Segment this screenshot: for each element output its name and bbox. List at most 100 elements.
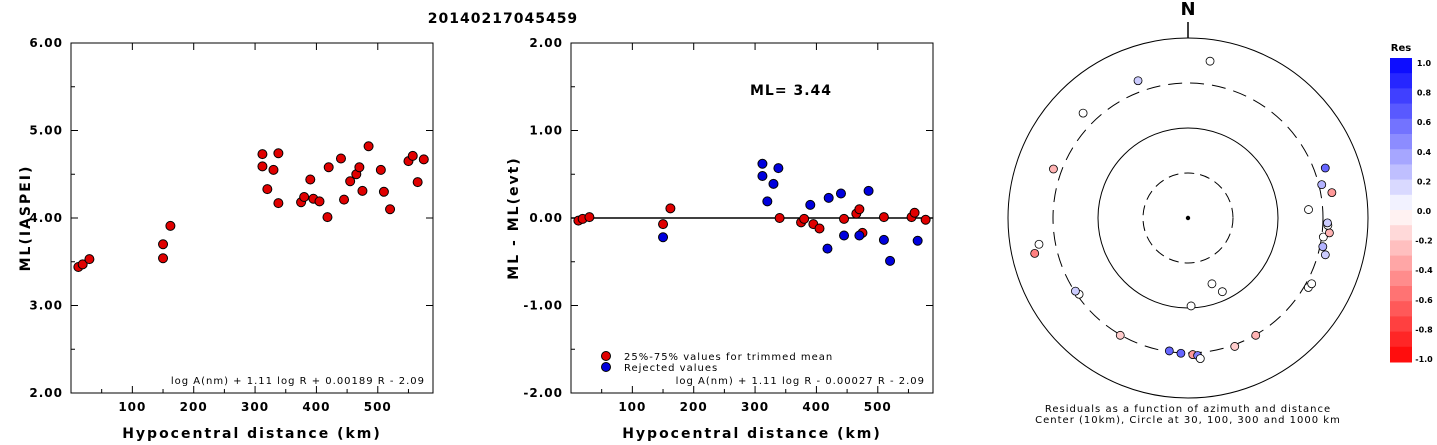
- trimmed-point: [878, 212, 889, 223]
- trimmed-point: [658, 219, 669, 230]
- y-axis-label: ML - ML(evt): [506, 156, 522, 279]
- station-point: [1133, 76, 1143, 86]
- rejected-point: [912, 235, 923, 246]
- colorbar-label: -0.2: [1415, 237, 1433, 246]
- azimuth-polar-chart: N Residuals as a function of azimuth and…: [1007, 0, 1369, 426]
- colorbar-cell: [1390, 103, 1412, 120]
- colorbar-cell: [1390, 286, 1412, 302]
- colorbar-cell: [1390, 240, 1412, 257]
- colorbar-cell: [1390, 270, 1412, 287]
- polar-caption-line2: Center (10km), Circle at 30, 100, 300 an…: [1035, 415, 1341, 426]
- trimmed-point: [799, 213, 810, 224]
- colorbar-label: 0.0: [1417, 207, 1432, 216]
- x-axis-label: Hypocentral distance (km): [622, 426, 882, 441]
- x-tick-label: 400: [302, 400, 330, 414]
- trimmed-point: [909, 207, 920, 218]
- formula-text: log A(nm) + 1.11 log R - 0.00027 R - 2.0…: [676, 376, 925, 387]
- x-tick-label: 300: [241, 400, 269, 414]
- colorbar-label: -0.4: [1415, 266, 1433, 275]
- ml-point: [322, 212, 333, 223]
- rejected-point: [805, 199, 816, 210]
- rejected-point: [823, 192, 834, 203]
- station-point: [1049, 164, 1058, 174]
- epicenter-marker: [1185, 215, 1191, 221]
- colorbar-cell: [1390, 301, 1412, 317]
- colorbar-cell: [1390, 164, 1412, 181]
- ml-point: [165, 220, 176, 231]
- y-tick-label: 5.00: [29, 124, 63, 138]
- colorbar-title: Res: [1391, 43, 1411, 54]
- station-point: [1176, 348, 1186, 358]
- station-point: [1205, 56, 1215, 66]
- legend: 25%-75% values for trimmed mean Rejected…: [601, 351, 833, 374]
- colorbar-cell: [1390, 194, 1412, 211]
- ml-point: [407, 150, 418, 161]
- colorbar-cell: [1390, 255, 1412, 272]
- colorbar-label: 1.0: [1417, 59, 1432, 68]
- station-point: [1207, 279, 1217, 289]
- station-point: [1217, 287, 1227, 297]
- colorbar-label: -0.6: [1415, 296, 1433, 305]
- x-tick-label: 100: [118, 400, 146, 414]
- colorbar-cell: [1390, 88, 1412, 105]
- rejected-point: [878, 234, 889, 245]
- colorbar-cell: [1390, 149, 1412, 165]
- rejected-point: [822, 243, 833, 254]
- y-tick-label: -2.00: [523, 386, 563, 400]
- ml-point: [273, 148, 284, 159]
- rejected-point: [885, 255, 896, 266]
- rejected-point: [863, 185, 874, 196]
- rejected-point: [773, 163, 784, 174]
- x-tick-label: 100: [618, 400, 646, 414]
- legend-label-trimmed: 25%-75% values for trimmed mean: [624, 352, 833, 363]
- colorbar-cell: [1390, 179, 1412, 196]
- trimmed-point: [665, 203, 676, 214]
- station-point: [1327, 188, 1337, 198]
- x-tick-label: 400: [802, 400, 830, 414]
- ml-point: [375, 164, 386, 175]
- ml-point: [385, 204, 396, 215]
- colorbar-cell: [1390, 58, 1412, 74]
- y-axis-label: ML(IASPEI): [18, 165, 34, 272]
- formula-text: log A(nm) + 1.11 log R + 0.00189 R - 2.0…: [171, 376, 425, 387]
- ml-point: [262, 184, 273, 195]
- station-point: [1251, 330, 1261, 340]
- ring-1000km: [1007, 37, 1369, 399]
- x-tick-label: 200: [680, 400, 708, 414]
- colorbar-cell: [1390, 316, 1412, 333]
- station-point: [1318, 242, 1328, 252]
- legend-marker-trimmed: [601, 351, 611, 361]
- colorbar-label: -1.0: [1415, 355, 1433, 364]
- rejected-point: [854, 230, 865, 241]
- station-point: [1304, 205, 1313, 214]
- station-point: [1186, 301, 1196, 311]
- colorbar-cell: [1390, 210, 1412, 226]
- colorbar-cell: [1390, 331, 1412, 348]
- y-tick-label: 2.00: [29, 386, 63, 400]
- colorbar-label: 0.6: [1417, 118, 1432, 127]
- ml-point: [257, 161, 268, 172]
- colorbar-cell: [1390, 225, 1412, 241]
- ml-point: [299, 192, 310, 202]
- ml-point: [268, 164, 279, 175]
- y-tick-label: 4.00: [29, 211, 63, 225]
- ml-point: [418, 154, 429, 165]
- colorbar-cell: [1390, 346, 1412, 363]
- rejected-point: [768, 178, 779, 189]
- legend-marker-rejected: [601, 362, 611, 372]
- y-tick-label: 0.00: [529, 211, 563, 225]
- colorbar-label: -0.8: [1415, 325, 1433, 334]
- station-point: [1030, 248, 1040, 258]
- ml-point: [345, 176, 356, 187]
- station-point: [1164, 346, 1174, 356]
- ml-point: [158, 239, 169, 250]
- trimmed-point: [839, 213, 850, 224]
- station-point: [1320, 163, 1330, 173]
- ml-point: [273, 198, 284, 209]
- rejected-point: [762, 196, 773, 207]
- ml-point: [339, 194, 350, 205]
- ml-point: [305, 174, 316, 185]
- ring-300km: [1052, 82, 1324, 354]
- ml-point: [323, 162, 334, 173]
